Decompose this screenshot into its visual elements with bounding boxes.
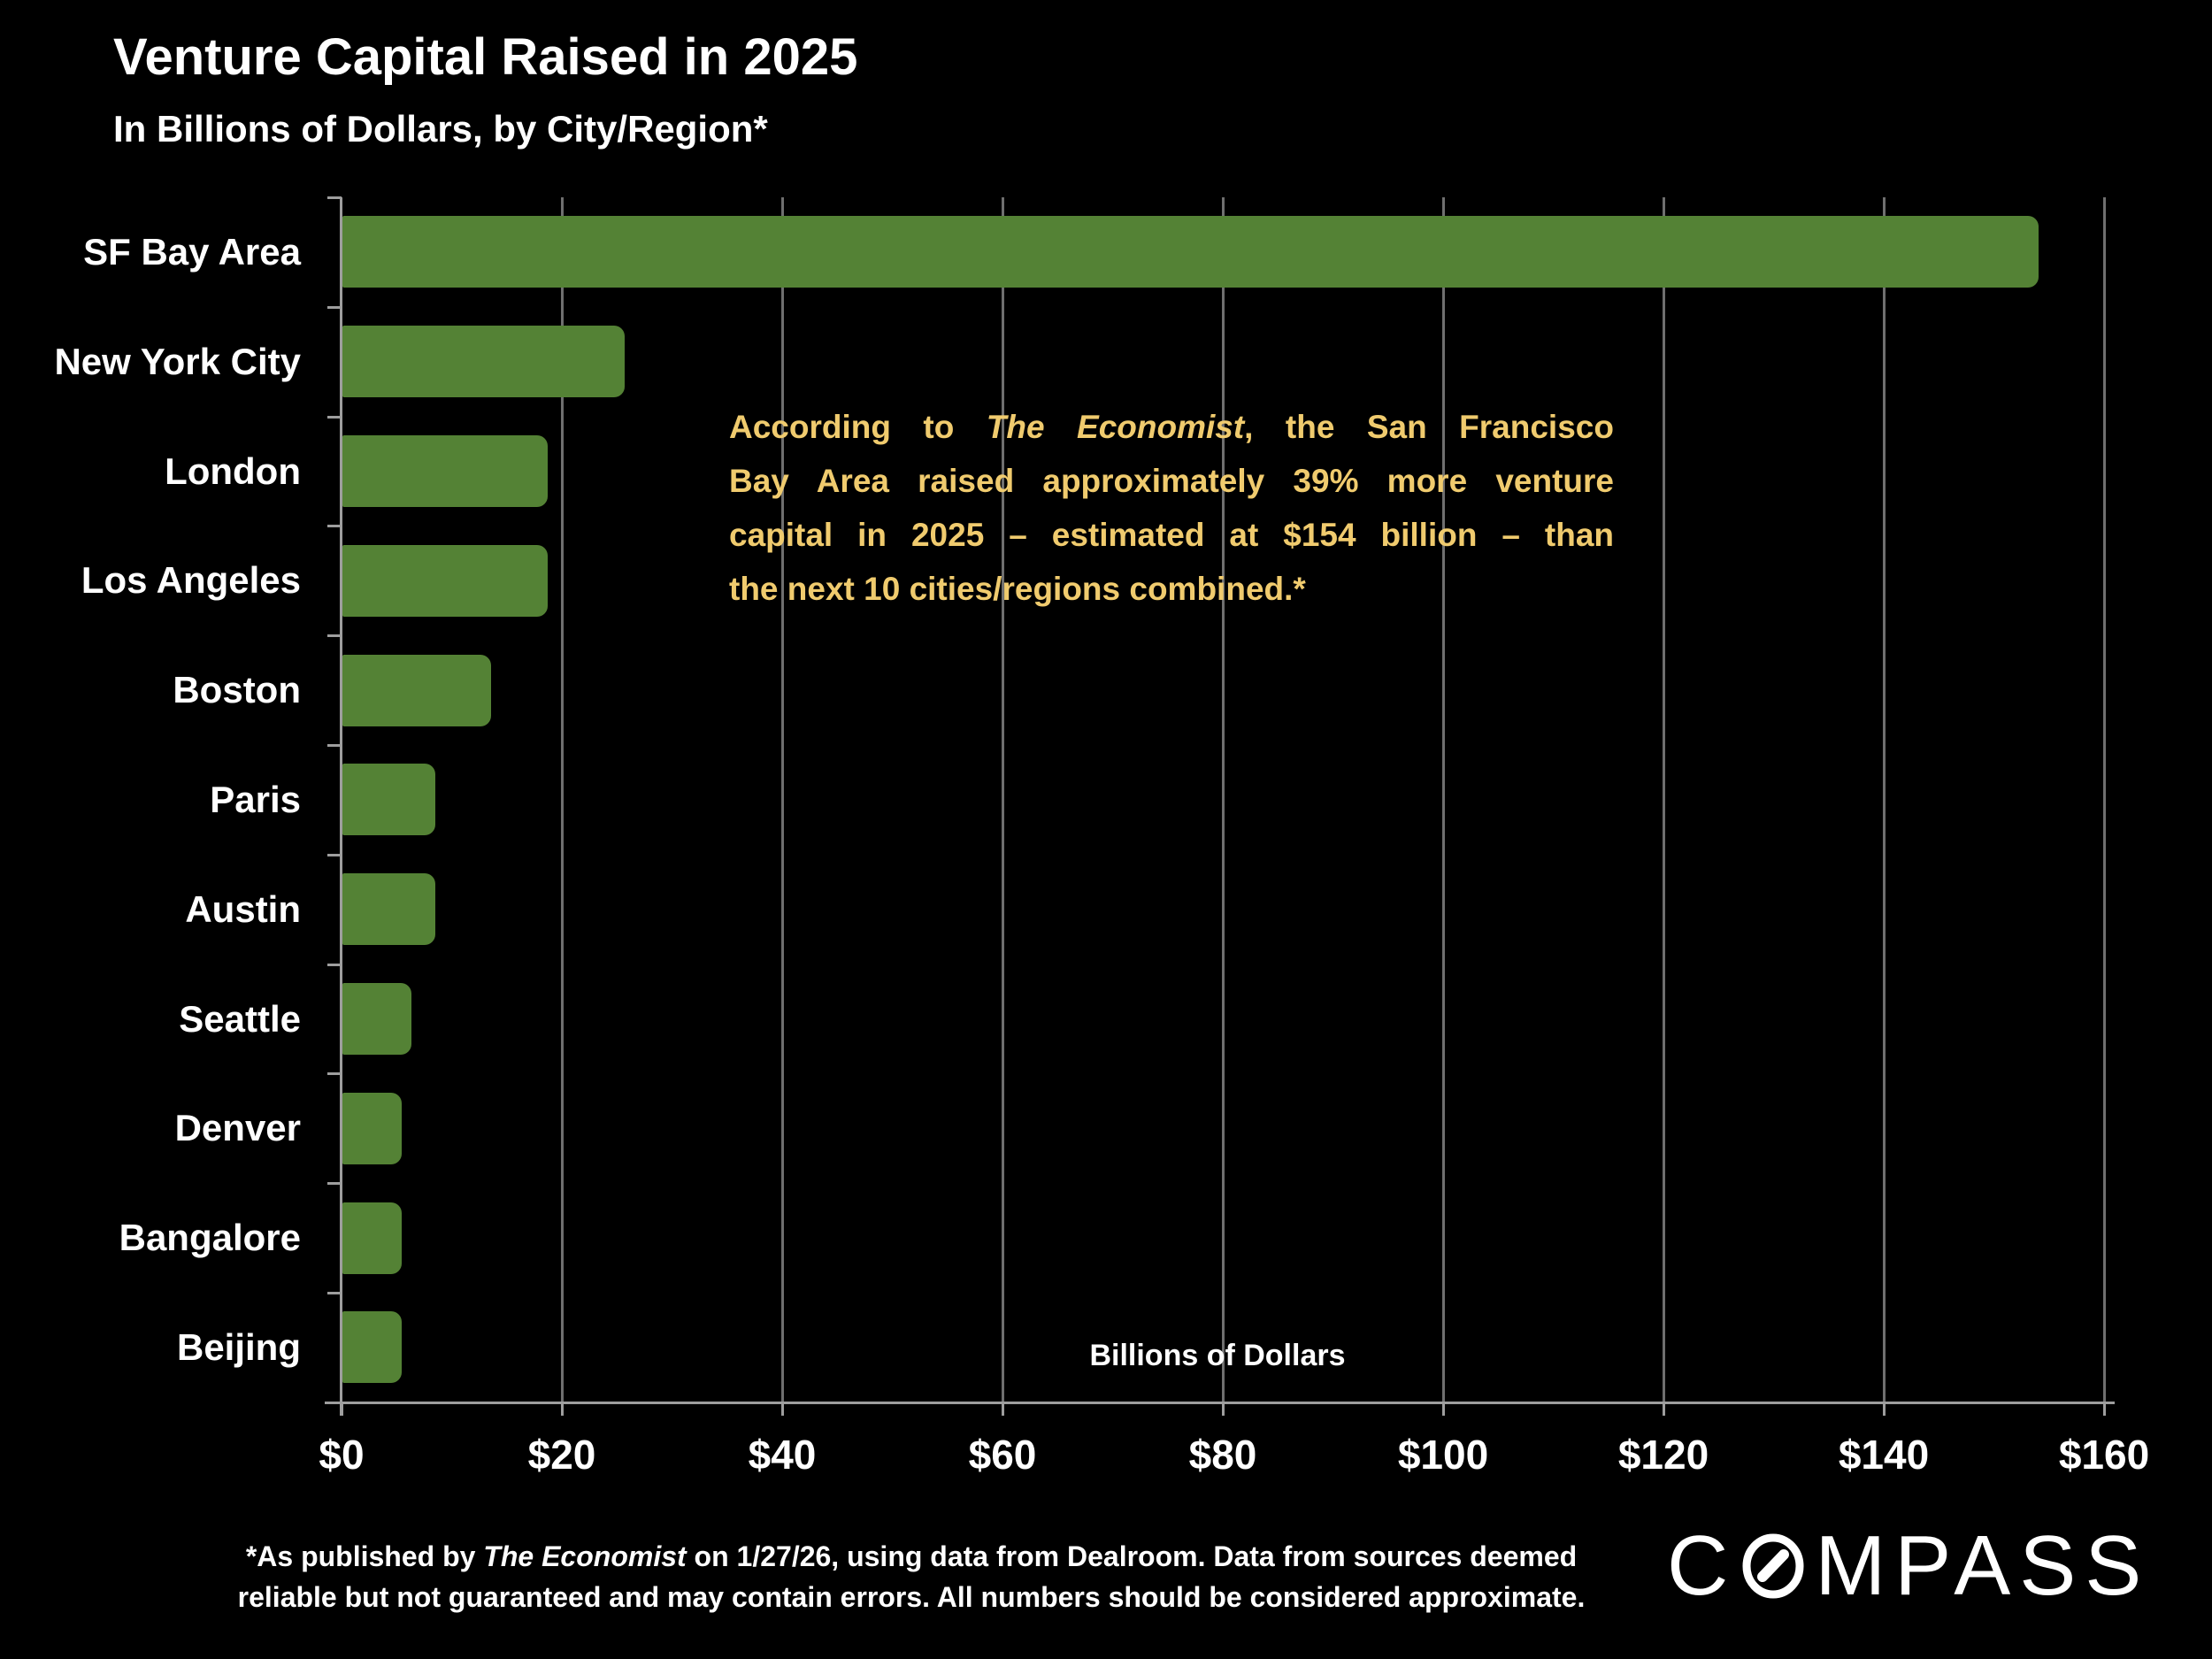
x-axis-tick: [1883, 1402, 1886, 1416]
x-axis-tick-label: $0: [319, 1432, 365, 1478]
x-axis-tick-label: $20: [527, 1432, 596, 1478]
y-axis-tick: [327, 196, 342, 199]
y-axis-tick: [327, 306, 342, 309]
x-axis-tick-label: $100: [1397, 1432, 1489, 1478]
x-axis-tick: [2103, 1402, 2106, 1416]
category-label: New York City: [54, 341, 301, 382]
y-axis-line: [340, 197, 342, 1416]
page-title: Venture Capital Raised in 2025: [113, 28, 858, 86]
annotation-text: According to: [729, 409, 987, 445]
category-label: Seattle: [179, 998, 301, 1040]
y-axis-tick: [327, 1182, 342, 1185]
logo-letter: C: [1667, 1518, 1738, 1613]
footnote-text: on 1/27/26, using data from Dealroom. Da…: [686, 1540, 1578, 1572]
footnote-line: *As published by The Economist on 1/27/2…: [124, 1536, 1699, 1577]
bar: [342, 545, 548, 617]
y-axis-tick: [327, 854, 342, 856]
x-axis-tick: [1663, 1402, 1665, 1416]
logo-letters: MPASS: [1815, 1518, 2151, 1613]
bar: [342, 873, 435, 945]
x-axis-tick-label: $120: [1617, 1432, 1709, 1478]
x-axis-tick-label: $160: [2058, 1432, 2150, 1478]
bar: [342, 655, 491, 726]
gridline: [2103, 197, 2106, 1402]
x-axis-tick-label: $80: [1188, 1432, 1257, 1478]
compass-needle-icon: [1742, 1533, 1804, 1599]
x-axis-tick-label: $140: [1838, 1432, 1930, 1478]
footnote-italic-text: The Economist: [483, 1540, 687, 1572]
bar: [342, 435, 548, 507]
gridline: [1663, 197, 1665, 1402]
gridline: [1002, 197, 1004, 1402]
gridline: [561, 197, 564, 1402]
gridline: [781, 197, 784, 1402]
bar: [342, 326, 625, 397]
annotation-line: capital in 2025 – estimated at $154 bill…: [729, 517, 1614, 553]
x-axis-tick-label: $60: [968, 1432, 1037, 1478]
bar: [342, 1202, 402, 1274]
page-subtitle: In Billions of Dollars, by City/Region*: [113, 108, 768, 150]
annotation-callout: According to The Economist, the San Fran…: [729, 400, 1614, 616]
x-axis-tick: [1002, 1402, 1004, 1416]
compass-logo: C MPASS: [1667, 1522, 2150, 1610]
footnote: *As published by The Economist on 1/27/2…: [124, 1536, 1699, 1617]
category-label: Los Angeles: [81, 559, 301, 601]
category-label: Boston: [173, 669, 301, 710]
footnote-line: reliable but not guaranteed and may cont…: [237, 1581, 1586, 1613]
y-axis-tick: [327, 964, 342, 966]
category-label: Beijing: [176, 1326, 301, 1368]
y-axis-tick: [327, 744, 342, 747]
bar: [342, 764, 435, 835]
y-axis-tick: [327, 416, 342, 419]
annotation-line: According to The Economist, the San Fran…: [729, 400, 1614, 454]
x-axis-line: [325, 1402, 2115, 1404]
x-axis-tick: [781, 1402, 784, 1416]
annotation-italic-text: The Economist: [986, 409, 1245, 445]
x-axis-title: Billions of Dollars: [1089, 1339, 1346, 1372]
annotation-line: Bay Area raised approximately 39% more v…: [729, 463, 1614, 499]
y-axis-tick: [327, 525, 342, 527]
annotation-text: , the San Francisco: [1244, 409, 1614, 445]
category-label: Paris: [210, 779, 301, 820]
category-label: SF Bay Area: [83, 231, 301, 273]
category-label: Denver: [174, 1107, 301, 1148]
category-label: Bangalore: [119, 1217, 301, 1258]
bar: [342, 1093, 402, 1164]
category-label: London: [165, 450, 301, 492]
category-label: Austin: [185, 888, 301, 930]
annotation-line: the next 10 cities/regions combined.*: [729, 571, 1306, 607]
y-axis-tick: [327, 634, 342, 637]
gridline: [1222, 197, 1225, 1402]
y-axis-tick: [327, 1292, 342, 1294]
bar: [342, 983, 411, 1055]
x-axis-tick: [561, 1402, 564, 1416]
bar: [342, 216, 2039, 288]
y-axis-tick: [327, 1072, 342, 1075]
gridline: [1442, 197, 1445, 1402]
gridline: [1883, 197, 1886, 1402]
footnote-text: *As published by: [245, 1540, 484, 1572]
bar: [342, 1311, 402, 1383]
x-axis-tick: [1442, 1402, 1445, 1416]
x-axis-tick-label: $40: [748, 1432, 817, 1478]
x-axis-tick: [1222, 1402, 1225, 1416]
